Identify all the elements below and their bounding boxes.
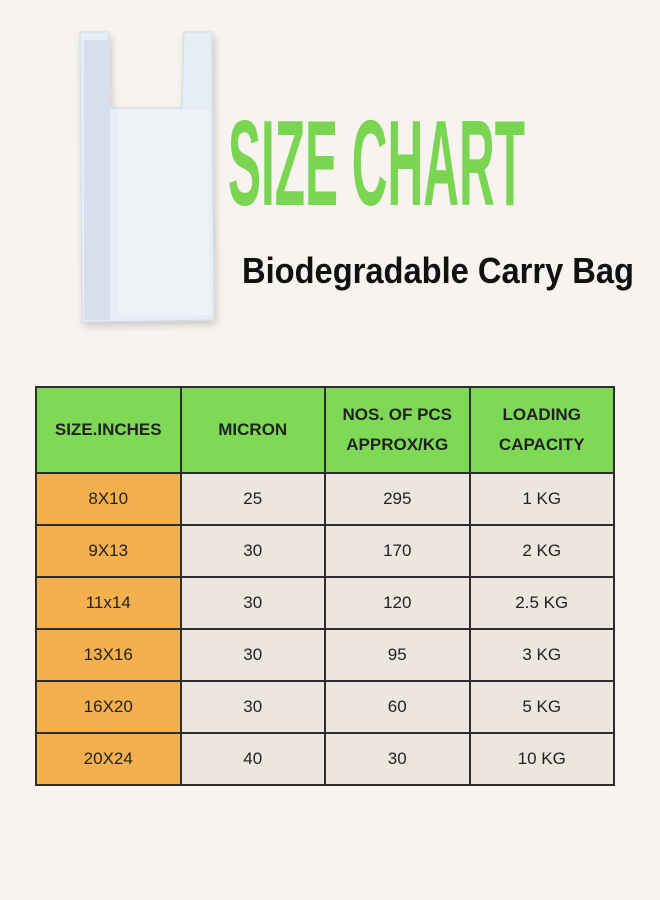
table-cell: 11x14 [35, 576, 182, 630]
table-cell: 30 [179, 524, 326, 578]
column-header: NOS. OF PCS APPROX/KG [324, 386, 471, 474]
table-cell: 20X24 [35, 732, 182, 786]
table-cell: 25 [179, 472, 326, 526]
table-row: 13X16 30 95 3 KG [35, 628, 615, 682]
table-cell: 30 [179, 576, 326, 630]
table-cell: 1 KG [468, 472, 615, 526]
table-cell: 40 [179, 732, 326, 786]
table-cell: 170 [324, 524, 471, 578]
table-cell: 16X20 [35, 680, 182, 734]
table-cell: 2.5 KG [468, 576, 615, 630]
table-cell: 13X16 [35, 628, 182, 682]
title: SIZE CHART [228, 95, 525, 231]
table-row: 9X13 30 170 2 KG [35, 524, 615, 578]
table-cell: 95 [324, 628, 471, 682]
table-row: 8X10 25 295 1 KG [35, 472, 615, 526]
header-row: SIZE.INCHES MICRON NOS. OF PCS APPROX/KG LOA… [35, 386, 615, 474]
table-row: 11x14 30 120 2.5 KG [35, 576, 615, 630]
header-line: MICRON [218, 420, 288, 439]
header-line: APPROX/KG [346, 435, 449, 454]
table-cell: 3 KG [468, 628, 615, 682]
table-row: 16X20 30 60 5 KG [35, 680, 615, 734]
table-cell: 30 [324, 732, 471, 786]
table-cell: 30 [179, 628, 326, 682]
table-row: 20X24 40 30 10 KG [35, 732, 615, 786]
header-line: CAPACITY [498, 435, 585, 454]
bag-image [79, 31, 215, 323]
table-cell: 120 [324, 576, 471, 630]
table-body: 8X10 25 295 1 KG 9X13 30 170 2 KG 11x14 30 120 2.5 … [35, 472, 615, 786]
table-cell: 5 KG [468, 680, 615, 734]
table-cell: 2 KG [468, 524, 615, 578]
subtitle: Biodegradable Carry Bag [242, 250, 634, 291]
table-cell: 30 [179, 680, 326, 734]
table-cell: 60 [324, 680, 471, 734]
header-line: SIZE.INCHES [54, 420, 162, 439]
column-header: SIZE.INCHES [35, 386, 182, 474]
column-header: MICRON [179, 386, 326, 474]
header-line: LOADING [502, 405, 581, 424]
column-header: LOADING CAPACITY [468, 386, 615, 474]
table-cell: 9X13 [35, 524, 182, 578]
size-table: SIZE.INCHES MICRON NOS. OF PCS APPROX/KG LOA… [35, 386, 615, 786]
header-line: NOS. OF PCS [342, 405, 453, 424]
header-art: SIZE CHART Biodegradable Carry Bag [79, 31, 634, 323]
table-cell: 10 KG [468, 732, 615, 786]
table-cell: 8X10 [35, 472, 182, 526]
table-cell: 295 [324, 472, 471, 526]
